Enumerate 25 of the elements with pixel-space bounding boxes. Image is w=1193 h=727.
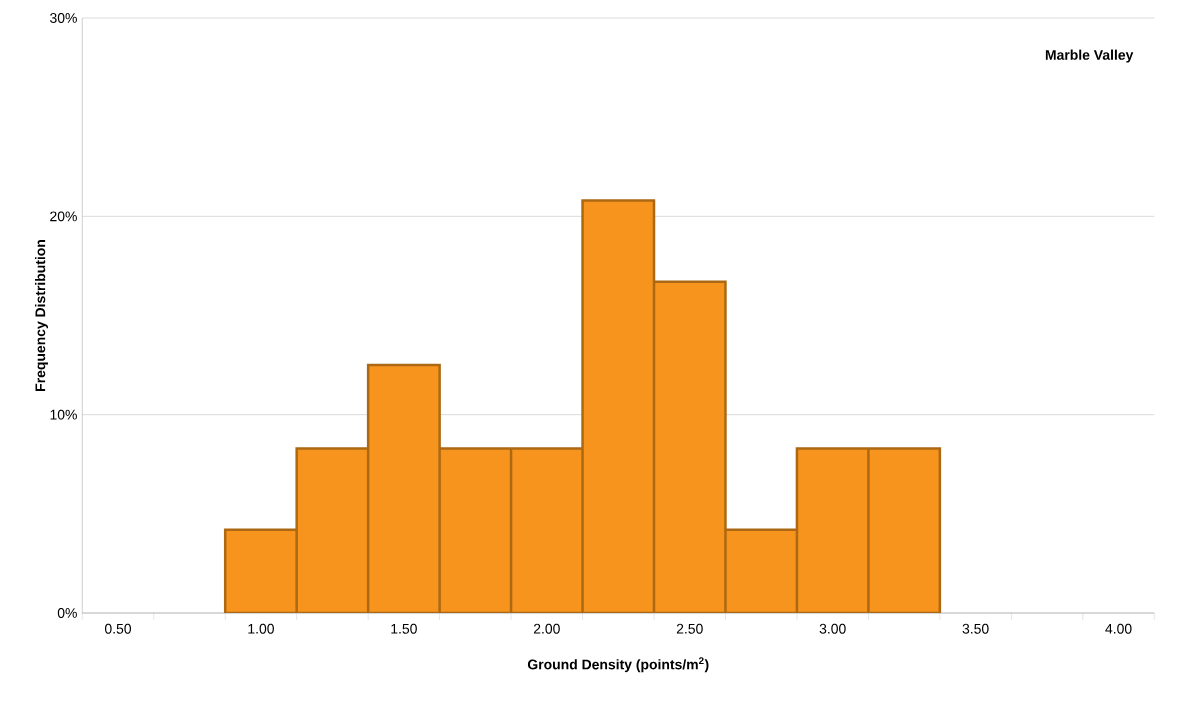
x-tick-label: 1.00: [248, 623, 274, 634]
y-tick-label: 10%: [50, 409, 77, 420]
y-tick-label: 20%: [50, 211, 77, 222]
bar: [724, 528, 799, 613]
bar: [795, 447, 870, 613]
x-tick-label: 3.50: [962, 623, 989, 634]
x-axis-title: Ground Density (points/m$^{2}$): [527, 657, 709, 673]
bar: [295, 447, 370, 613]
y-tick-label: 0%: [57, 608, 77, 618]
bar: [652, 280, 727, 613]
x-tick-label: 4.00: [1105, 623, 1132, 634]
annotation: Marble Valley: [1045, 49, 1134, 63]
bar: [366, 363, 441, 613]
x-tick-label: 0.50: [104, 623, 132, 634]
x-tick-label: 1.50: [391, 623, 417, 634]
x-tick-label: 3.00: [819, 623, 846, 634]
x-tick-label: 2.00: [533, 623, 560, 634]
y-tick-label: 30%: [50, 13, 77, 23]
x-tick-label: 2.50: [676, 623, 703, 634]
bar: [509, 447, 584, 613]
bar: [867, 447, 942, 613]
bar: [581, 199, 656, 613]
y-axis-title: Frequency Distribution: [35, 240, 48, 391]
bar: [438, 447, 513, 613]
bar: [223, 528, 298, 613]
